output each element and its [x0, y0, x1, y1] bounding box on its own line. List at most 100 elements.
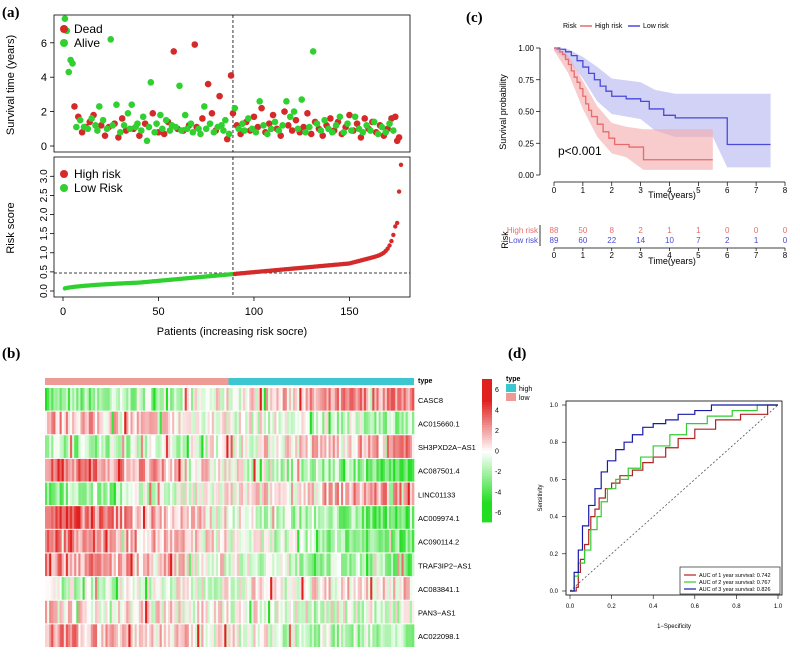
heatmap-cell	[382, 600, 386, 624]
heatmap-cell	[113, 577, 117, 600]
heatmap-cell	[161, 482, 165, 506]
heatmap-cell	[351, 482, 354, 506]
heatmap-cell	[353, 482, 356, 506]
heatmap-cell	[326, 435, 329, 458]
heatmap-cell	[186, 577, 190, 600]
heatmap-cell	[109, 411, 113, 435]
survival-ytick-label: 6	[41, 38, 47, 50]
heatmap-cell	[318, 411, 321, 435]
heatmap-cell	[366, 577, 369, 600]
heatmap-cell	[409, 600, 413, 624]
heatmap-cell	[295, 388, 298, 411]
heatmap-cell	[222, 553, 225, 577]
heatmap-cell	[255, 624, 258, 647]
dead-point	[136, 132, 143, 139]
heatmap-cell	[61, 600, 65, 624]
km-xtick-label: 1	[581, 186, 586, 195]
heatmap-cell	[307, 624, 311, 647]
heatmap-cell	[67, 435, 71, 458]
heatmap-cell	[234, 624, 238, 647]
heatmap-cell	[65, 624, 69, 647]
heatmap-cell	[309, 529, 313, 553]
heatmap-cell	[353, 577, 356, 600]
risk-table-xtick-label: 8	[783, 251, 788, 260]
heatmap-cell	[203, 482, 206, 506]
heatmap-cell	[190, 411, 194, 435]
heatmap-cell	[405, 624, 409, 647]
heatmap-cell	[188, 506, 192, 529]
heatmap-cell	[255, 506, 258, 529]
colorbar-tick-label: 6	[495, 387, 499, 394]
heatmap-cell	[132, 529, 135, 553]
heatmap-cell	[105, 506, 108, 529]
heatmap-cell	[145, 577, 148, 600]
heatmap-cell	[249, 482, 252, 506]
alive-point	[124, 110, 132, 117]
heatmap-cell	[274, 388, 277, 411]
heatmap-cell	[155, 506, 158, 529]
heatmap-cell	[188, 529, 192, 553]
heatmap-cell	[128, 553, 131, 577]
heatmap-cell	[345, 529, 348, 553]
heatmap-cell	[270, 388, 273, 411]
heatmap-cell	[211, 600, 215, 624]
dead-point	[391, 113, 399, 121]
risk-table-xtick-label: 7	[754, 251, 759, 260]
colorbar-segment	[482, 432, 492, 436]
heatmap-cell	[330, 458, 334, 482]
heatmap-cell	[232, 388, 236, 411]
heatmap-cell	[51, 600, 54, 624]
heatmap-cell	[228, 506, 231, 529]
heatmap-cell	[334, 506, 338, 529]
heatmap-cell	[259, 482, 263, 506]
heatmap-cell	[149, 529, 152, 553]
heatmap-cell	[251, 624, 254, 647]
heatmap-cell	[286, 529, 290, 553]
heatmap-cell	[115, 553, 119, 577]
heatmap-cell	[378, 458, 381, 482]
heatmap-row-label: CASC8	[418, 396, 443, 405]
heatmap-cell	[380, 411, 384, 435]
heatmap-cell	[47, 600, 50, 624]
heatmap-cell	[215, 577, 219, 600]
heatmap-cell	[161, 600, 165, 624]
type-legend-title: type	[506, 376, 521, 383]
heatmap-cell	[128, 388, 131, 411]
heatmap-row-label: AC015660.1	[418, 419, 460, 428]
heatmap-cell	[370, 600, 373, 624]
heatmap-cell	[205, 411, 208, 435]
km-high-risk-curve	[554, 47, 713, 161]
heatmap-cell	[249, 506, 252, 529]
dead-point	[97, 122, 105, 129]
type-legend-low-swatch	[506, 393, 516, 401]
heatmap-cell	[286, 482, 290, 506]
heatmap-cell	[182, 577, 186, 600]
heatmap-cell	[90, 435, 94, 458]
heatmap-cell	[363, 482, 367, 506]
heatmap-cell	[320, 577, 323, 600]
km-ytick-label: 0.75	[518, 76, 534, 85]
heatmap-cell	[378, 624, 381, 647]
risk-ytick-label: 1.5	[39, 226, 50, 240]
heatmap-cell	[407, 529, 411, 553]
heatmap-cell	[255, 411, 258, 435]
colorbar-tick-label: -6	[495, 510, 501, 517]
alive-point	[195, 125, 202, 133]
heatmap-cell	[351, 529, 354, 553]
heatmap-cell	[405, 600, 409, 624]
heatmap-cell	[286, 458, 290, 482]
heatmap-cell	[88, 482, 92, 506]
heatmap-cell	[322, 435, 325, 458]
heatmap-cell	[370, 458, 373, 482]
heatmap-cell	[55, 529, 58, 553]
heatmap-cell	[203, 458, 206, 482]
heatmap-cell	[382, 482, 386, 506]
heatmap-cell	[170, 529, 173, 553]
heatmap-cell	[72, 506, 75, 529]
heatmap-cell	[280, 529, 284, 553]
heatmap-cell	[55, 624, 58, 647]
alive-point	[340, 128, 348, 136]
heatmap-cell	[130, 577, 133, 600]
heatmap-cell	[70, 435, 73, 458]
heatmap-cell	[72, 577, 75, 600]
